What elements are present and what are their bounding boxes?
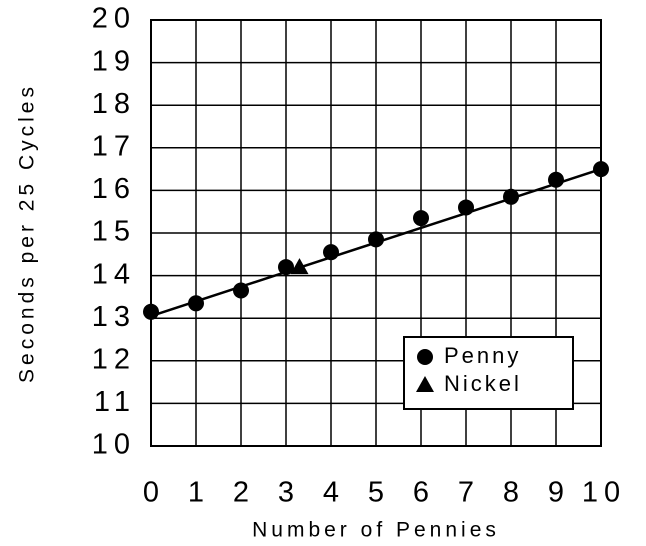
x-tick-label: 5 — [368, 477, 390, 509]
x-tick-label: 10 — [582, 477, 626, 509]
point — [290, 258, 309, 275]
x-tick-label: 2 — [233, 477, 255, 509]
y-tick-label: 19 — [92, 45, 136, 77]
x-tick-label: 0 — [143, 477, 165, 509]
y-tick-label: 13 — [92, 301, 136, 333]
point — [458, 199, 474, 216]
point — [548, 171, 564, 188]
x-axis-title: Number of Pennies — [252, 519, 500, 542]
legend-marker — [416, 376, 434, 392]
x-tick-label: 7 — [458, 477, 480, 509]
y-tick-label: 15 — [92, 216, 136, 248]
x-tick-label: 3 — [278, 477, 300, 509]
point — [143, 303, 159, 320]
x-tick-label: 6 — [413, 477, 435, 509]
point — [278, 259, 294, 276]
point — [413, 210, 429, 227]
point — [188, 295, 204, 312]
legend-marker — [417, 349, 433, 365]
point — [368, 231, 384, 248]
y-tick-label: 20 — [92, 3, 136, 35]
x-tick-label: 4 — [323, 477, 345, 509]
y-tick-label: 18 — [92, 88, 136, 120]
y-tick-label: 12 — [92, 343, 136, 375]
y-tick-label: 10 — [92, 429, 136, 461]
y-axis-title: Seconds per 25 Cycles — [16, 83, 39, 383]
legend-box — [403, 336, 574, 410]
x-tick-label: 1 — [188, 477, 210, 509]
x-tick-label: 9 — [548, 477, 570, 509]
point — [593, 161, 609, 178]
point — [233, 282, 249, 299]
point — [323, 244, 339, 261]
legend-label: Nickel — [444, 371, 522, 396]
y-tick-label: 16 — [92, 173, 136, 205]
point — [503, 188, 519, 205]
x-tick-label: 8 — [503, 477, 525, 509]
y-tick-label: 11 — [94, 386, 136, 418]
plot-frame — [150, 19, 602, 447]
y-tick-label: 17 — [92, 130, 136, 162]
legend-label: Penny — [444, 343, 521, 368]
y-tick-label: 14 — [92, 258, 136, 290]
